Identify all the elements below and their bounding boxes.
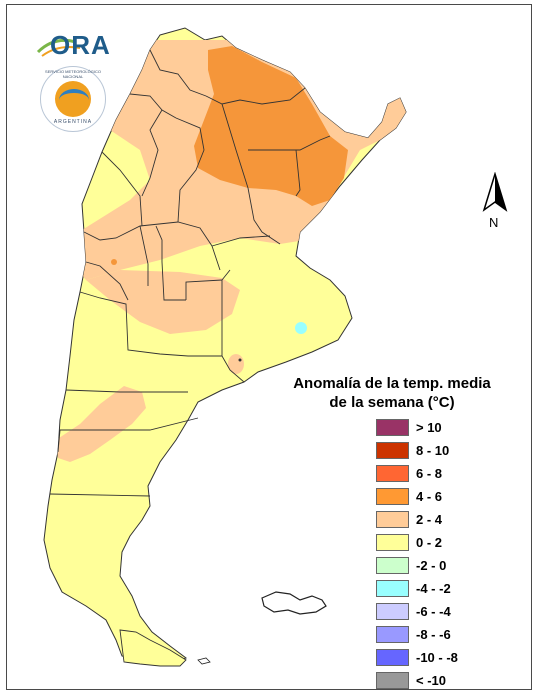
legend-swatch [376,465,409,482]
legend-swatch [376,626,409,643]
legend-swatch [376,419,409,436]
anomaly-zone-2-4-central [86,270,240,334]
smn-badge-text: SERVICIO METEOROLÓGICO NACIONAL [45,69,101,79]
smn-logo: SERVICIO METEOROLÓGICO NACIONAL ARGENTIN… [40,66,106,132]
smn-country-text: ARGENTINA [53,119,93,125]
legend-label: 2 - 4 [416,512,443,527]
legend-label: 4 - 6 [416,489,443,504]
legend-swatch [376,534,409,551]
legend-label: 6 - 8 [416,466,443,481]
legend-label: < -10 [416,673,446,688]
anomaly-zone-4-6 [194,46,348,206]
legend-label: -2 - 0 [416,558,447,573]
legend-swatch [376,442,409,459]
legend-swatch [376,603,409,620]
legend-title-line2: de la semana (°C) [329,394,455,411]
legend-label: 8 - 10 [416,443,450,458]
legend-swatch [376,488,409,505]
legend-swatch [376,649,409,666]
legend-title-line1: Anomalía de la temp. media [293,375,491,392]
malvinas-islands [261,591,327,615]
legend-swatch [376,557,409,574]
legend-label: > 10 [416,420,442,435]
small-island [197,657,211,665]
anomaly-zone-2-4-coast [228,354,244,374]
legend-swatch [376,580,409,597]
tierra-del-fuego [119,629,187,667]
ora-logo [36,30,106,62]
legend-title: Anomalía de la temp. media de la semana … [292,374,492,412]
legend-label: -8 - -6 [416,627,451,642]
legend-label: 0 - 2 [416,535,443,550]
legend-label: -6 - -4 [416,604,451,619]
legend-swatch [376,511,409,528]
legend-swatch [376,672,409,689]
map-point [238,358,242,362]
anomaly-zone-2-4-south [56,386,146,462]
anomaly-zone-neg4-neg2 [295,322,307,334]
province-borders [49,49,331,497]
legend-label: -10 - -8 [416,650,458,665]
legend-label: -4 - -2 [416,581,451,596]
north-arrow-icon [482,172,508,212]
north-label: N [489,215,499,230]
wave-icon [59,89,89,111]
ora-logo-text: ORA [50,30,111,60]
anomaly-spot-4-6 [111,259,117,265]
